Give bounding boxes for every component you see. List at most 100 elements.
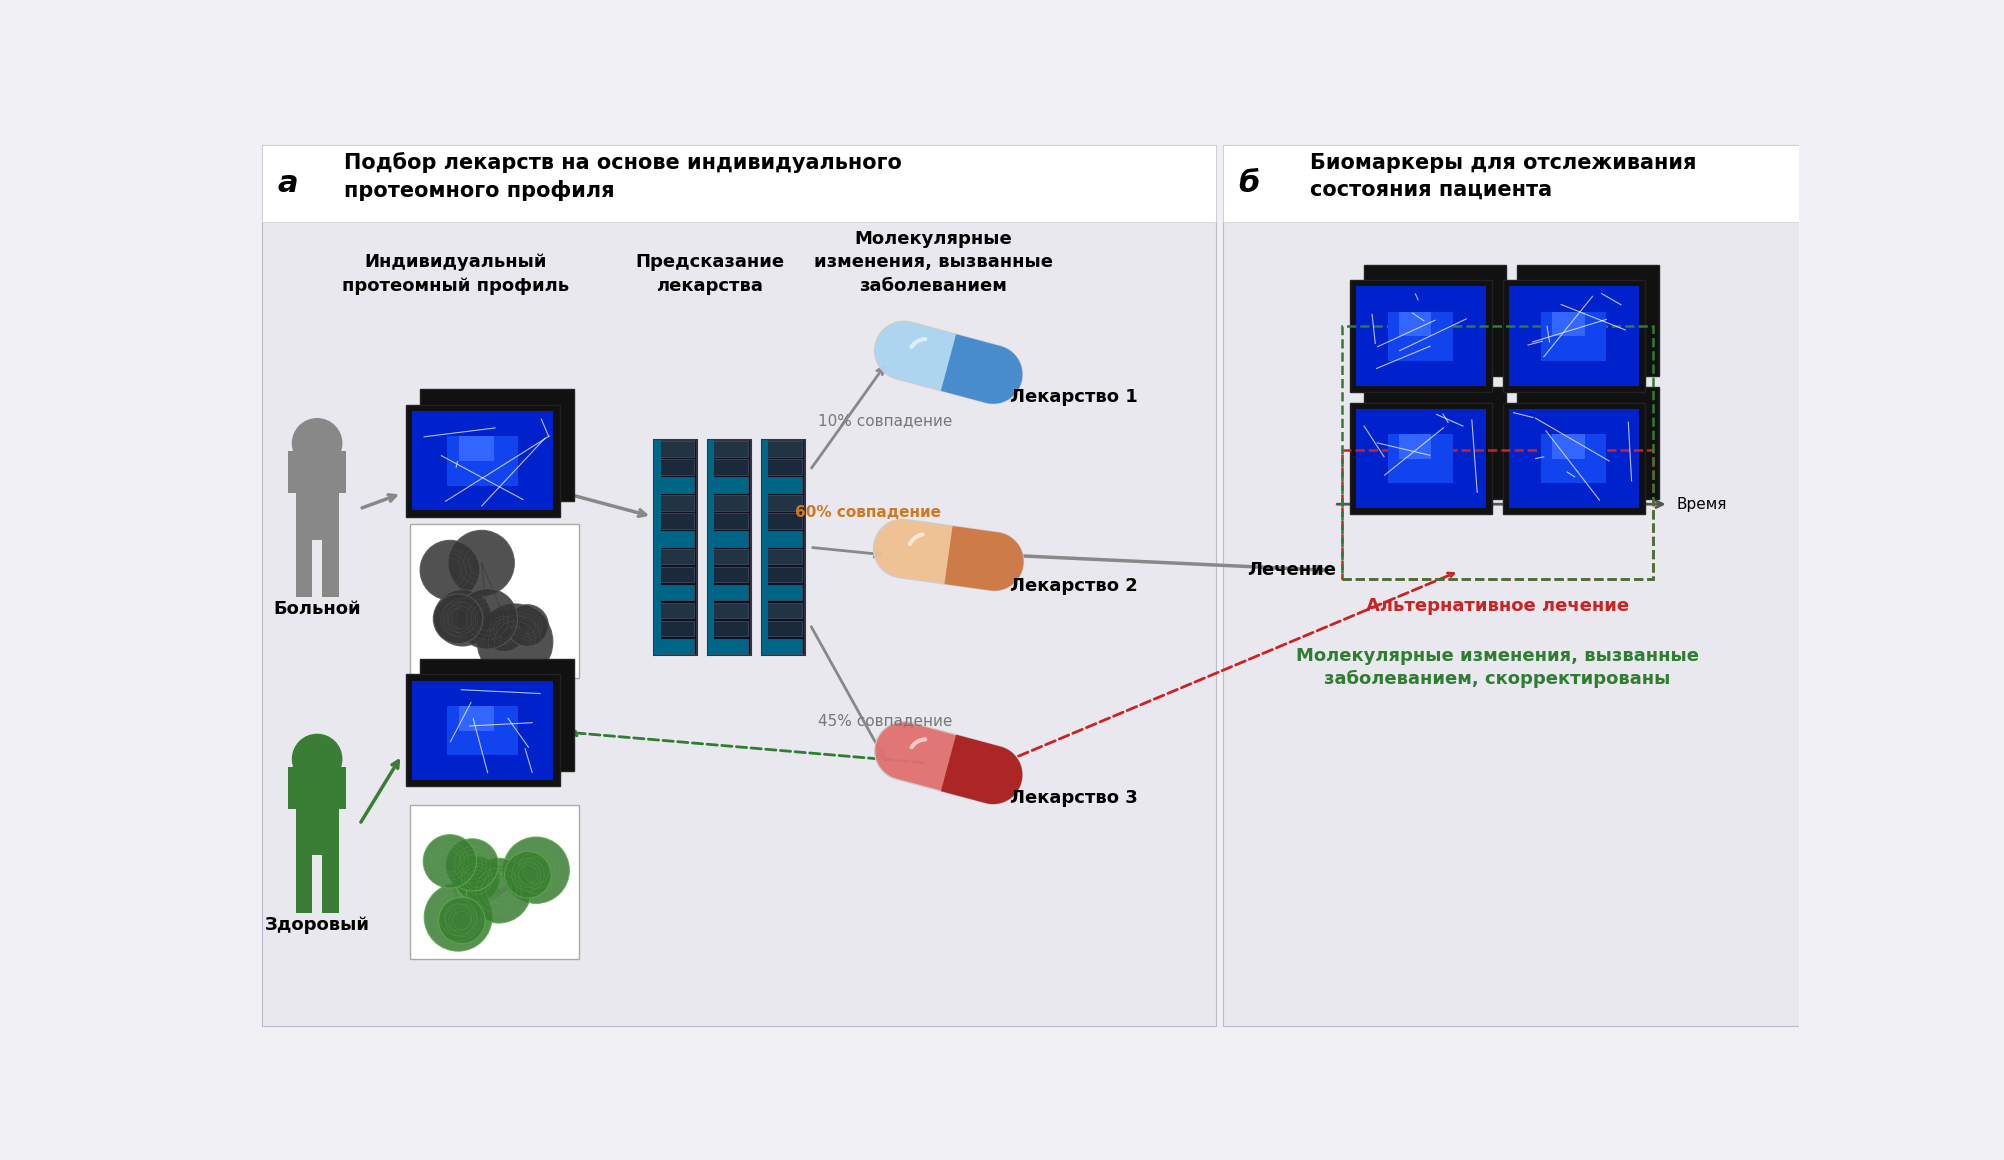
Bar <box>764 567 802 582</box>
Bar <box>657 441 695 457</box>
Bar <box>1399 312 1431 336</box>
Bar <box>657 621 695 637</box>
Text: Предсказание
лекарства: Предсказание лекарства <box>635 253 784 295</box>
Bar <box>295 537 313 597</box>
Bar <box>762 440 804 655</box>
Polygon shape <box>944 525 1024 590</box>
Bar <box>711 549 747 565</box>
Bar <box>711 459 747 474</box>
Circle shape <box>439 897 485 944</box>
Polygon shape <box>874 520 1024 590</box>
Circle shape <box>293 419 343 467</box>
Text: Молекулярные изменения, вызванные
заболеванием, скорректированы: Молекулярные изменения, вызванные заболе… <box>1297 646 1699 688</box>
Bar <box>1553 434 1585 458</box>
Bar <box>711 495 747 510</box>
Bar <box>655 440 661 655</box>
Circle shape <box>421 541 479 600</box>
Bar <box>419 659 573 770</box>
Bar <box>764 531 802 546</box>
Bar <box>657 567 695 582</box>
Bar <box>459 436 495 461</box>
Bar <box>1541 312 1605 361</box>
Bar <box>707 440 715 655</box>
Bar <box>1509 287 1639 385</box>
Circle shape <box>503 838 569 904</box>
Text: Лекарство 2: Лекарство 2 <box>1010 577 1138 595</box>
Circle shape <box>457 589 517 648</box>
Bar <box>323 537 339 597</box>
Bar <box>1509 408 1639 508</box>
Text: Больной: Больной <box>273 600 361 618</box>
Bar <box>764 603 802 618</box>
Circle shape <box>483 610 525 651</box>
Circle shape <box>433 594 483 644</box>
Bar <box>764 477 802 493</box>
Circle shape <box>425 883 493 951</box>
Bar <box>764 459 802 474</box>
Bar <box>711 567 747 582</box>
Circle shape <box>507 604 549 646</box>
Bar <box>764 513 802 529</box>
Bar <box>764 549 802 565</box>
Text: Здоровый: Здоровый <box>265 915 369 934</box>
Bar <box>295 805 339 855</box>
Text: б: б <box>1238 169 1259 198</box>
Text: 60% совпадение: 60% совпадение <box>794 505 940 520</box>
Bar <box>1389 434 1453 484</box>
Bar <box>289 451 347 493</box>
Text: Молекулярные
изменения, вызванные
заболеванием: Молекулярные изменения, вызванные заболе… <box>814 230 1052 295</box>
Text: 10% совпадение: 10% совпадение <box>818 413 952 428</box>
Bar <box>711 477 747 493</box>
Text: Индивидуальный
протеомный профиль: Индивидуальный протеомный профиль <box>343 253 569 295</box>
Circle shape <box>447 839 499 891</box>
Circle shape <box>455 856 499 901</box>
Text: Лечение: Лечение <box>1246 561 1337 579</box>
Bar <box>1222 145 2004 1027</box>
Bar <box>419 390 573 501</box>
Bar <box>1541 434 1605 484</box>
Bar <box>289 767 347 810</box>
Bar <box>1349 280 1493 392</box>
Bar <box>1343 450 1653 579</box>
Bar <box>411 681 553 780</box>
Bar <box>1389 312 1453 361</box>
Circle shape <box>423 835 477 889</box>
Bar <box>1357 408 1487 508</box>
Circle shape <box>467 858 531 923</box>
Bar <box>657 639 695 654</box>
Bar <box>711 441 747 457</box>
Bar <box>405 674 559 786</box>
Bar <box>1503 403 1645 514</box>
Bar <box>657 585 695 601</box>
Bar <box>459 706 495 731</box>
Polygon shape <box>874 321 1022 404</box>
Bar <box>657 477 695 493</box>
Bar <box>1517 264 1659 376</box>
Bar <box>1349 403 1493 514</box>
Bar <box>711 513 747 529</box>
Bar <box>711 621 747 637</box>
Bar <box>409 524 579 679</box>
Circle shape <box>477 604 553 680</box>
Text: Лекарство 3: Лекарство 3 <box>1010 789 1138 806</box>
Circle shape <box>505 851 551 898</box>
Bar <box>1553 312 1585 336</box>
Polygon shape <box>942 334 1022 404</box>
Bar <box>657 513 695 529</box>
Bar <box>764 495 802 510</box>
Bar <box>1357 287 1487 385</box>
Text: Биомаркеры для отслеживания
состояния пациента: Биомаркеры для отслеживания состояния па… <box>1311 153 1697 200</box>
Bar <box>764 441 802 457</box>
Bar <box>764 639 802 654</box>
Bar <box>707 440 752 655</box>
Bar <box>655 440 697 655</box>
Bar <box>657 549 695 565</box>
Text: Время: Время <box>1675 496 1727 512</box>
Circle shape <box>293 734 343 784</box>
Bar <box>711 603 747 618</box>
Bar <box>409 805 579 959</box>
Bar <box>1222 145 2004 223</box>
Bar <box>1343 326 1653 579</box>
Bar <box>657 531 695 546</box>
Bar <box>447 706 519 755</box>
